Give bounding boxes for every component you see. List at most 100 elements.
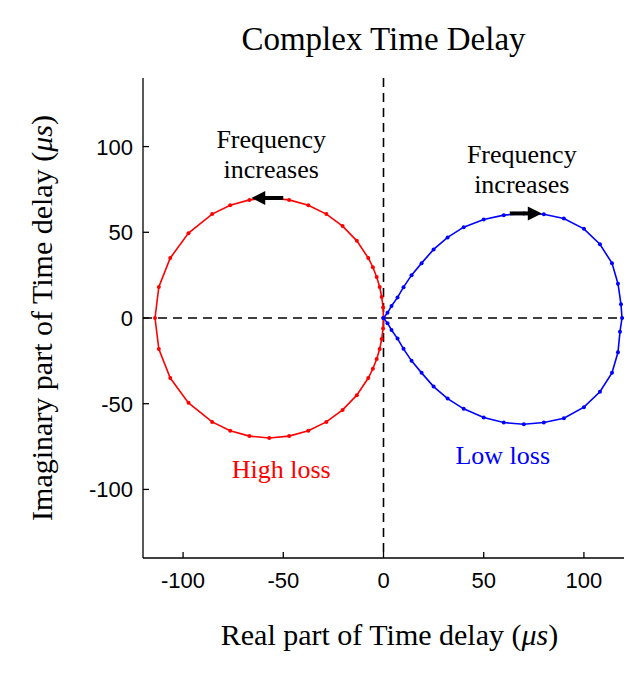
point: [380, 337, 384, 341]
point: [228, 429, 232, 433]
y-axis-label: Imaginary part of Time delay (μs): [25, 115, 59, 521]
point: [378, 285, 382, 289]
point: [386, 321, 390, 325]
point: [210, 420, 214, 424]
point: [446, 235, 450, 239]
point: [598, 242, 602, 246]
point: [390, 304, 394, 308]
y-tick: [143, 489, 149, 490]
point: [355, 239, 359, 243]
point: [386, 311, 390, 315]
series-line: [155, 198, 383, 438]
point: [375, 275, 379, 279]
point: [366, 256, 370, 260]
label-part: ): [548, 618, 558, 652]
y-tick-label: 100: [96, 135, 133, 160]
arrow-head: [251, 191, 265, 205]
y-tick-label: 50: [109, 220, 133, 245]
point: [432, 247, 436, 251]
point: [375, 357, 379, 361]
point: [306, 203, 310, 207]
point: [382, 316, 386, 320]
y-tick-label: -100: [89, 477, 133, 502]
annotation: Frequencyincreases: [216, 125, 326, 184]
title: Complex Time Delay: [241, 21, 526, 57]
x-tick: [182, 552, 183, 558]
label-part: ): [25, 115, 59, 125]
point: [341, 224, 345, 228]
point: [382, 316, 386, 320]
y-tick: [143, 317, 149, 318]
arrow-shaft: [510, 211, 530, 215]
point: [157, 347, 161, 351]
point: [542, 421, 546, 425]
point: [420, 261, 424, 265]
point: [402, 347, 406, 351]
point: [371, 265, 375, 269]
point: [616, 350, 620, 354]
point: [306, 429, 310, 433]
x-axis-label: Real part of Time delay (μs): [221, 618, 559, 652]
point: [410, 359, 414, 363]
annotation-line: increases: [474, 170, 569, 199]
point: [562, 416, 566, 420]
point: [598, 390, 602, 394]
point: [247, 434, 251, 438]
point: [287, 434, 291, 438]
point: [186, 401, 190, 405]
y-tick: [143, 146, 149, 147]
arrow-head: [528, 206, 542, 220]
series-label: Low loss: [455, 441, 550, 470]
annotation-line: Frequency: [467, 140, 577, 169]
series-label: High loss: [232, 455, 331, 484]
y-tick: [143, 232, 149, 233]
point: [618, 330, 622, 334]
annotation-line: Frequency: [216, 125, 326, 154]
point: [482, 217, 486, 221]
x-tick: [383, 552, 384, 558]
arrow-shaft: [263, 196, 283, 200]
point: [153, 316, 157, 320]
series-line: [384, 213, 623, 424]
y-tick-label: -50: [101, 392, 133, 417]
point: [502, 421, 506, 425]
x-tick-label: 0: [377, 568, 389, 593]
point: [355, 393, 359, 397]
point: [462, 225, 466, 229]
point: [168, 376, 172, 380]
point: [247, 198, 251, 202]
point: [371, 367, 375, 371]
point: [324, 420, 328, 424]
chart: Complex Time Delay Real part of Time dela…: [0, 0, 627, 680]
point: [157, 285, 161, 289]
y-tick: [143, 403, 149, 404]
point: [287, 198, 291, 202]
point: [582, 227, 586, 231]
point: [267, 436, 271, 440]
annotation-line: increases: [224, 155, 319, 184]
point: [396, 295, 400, 299]
point: [228, 203, 232, 207]
point: [390, 328, 394, 332]
point: [462, 407, 466, 411]
data-group: [153, 196, 624, 440]
x-tick-label: 50: [471, 568, 495, 593]
point: [432, 385, 436, 389]
point: [382, 316, 386, 320]
point: [366, 376, 370, 380]
point: [446, 397, 450, 401]
point: [420, 371, 424, 375]
label-unit: μs: [25, 125, 58, 153]
point: [186, 231, 190, 235]
point: [381, 306, 385, 310]
point: [210, 212, 214, 216]
point: [482, 415, 486, 419]
label-part: Real part of Time delay (: [221, 618, 522, 652]
point: [582, 405, 586, 409]
point: [341, 408, 345, 412]
point: [396, 337, 400, 341]
point: [168, 256, 172, 260]
point: [324, 212, 328, 216]
x-tick: [583, 552, 584, 558]
point: [610, 371, 614, 375]
